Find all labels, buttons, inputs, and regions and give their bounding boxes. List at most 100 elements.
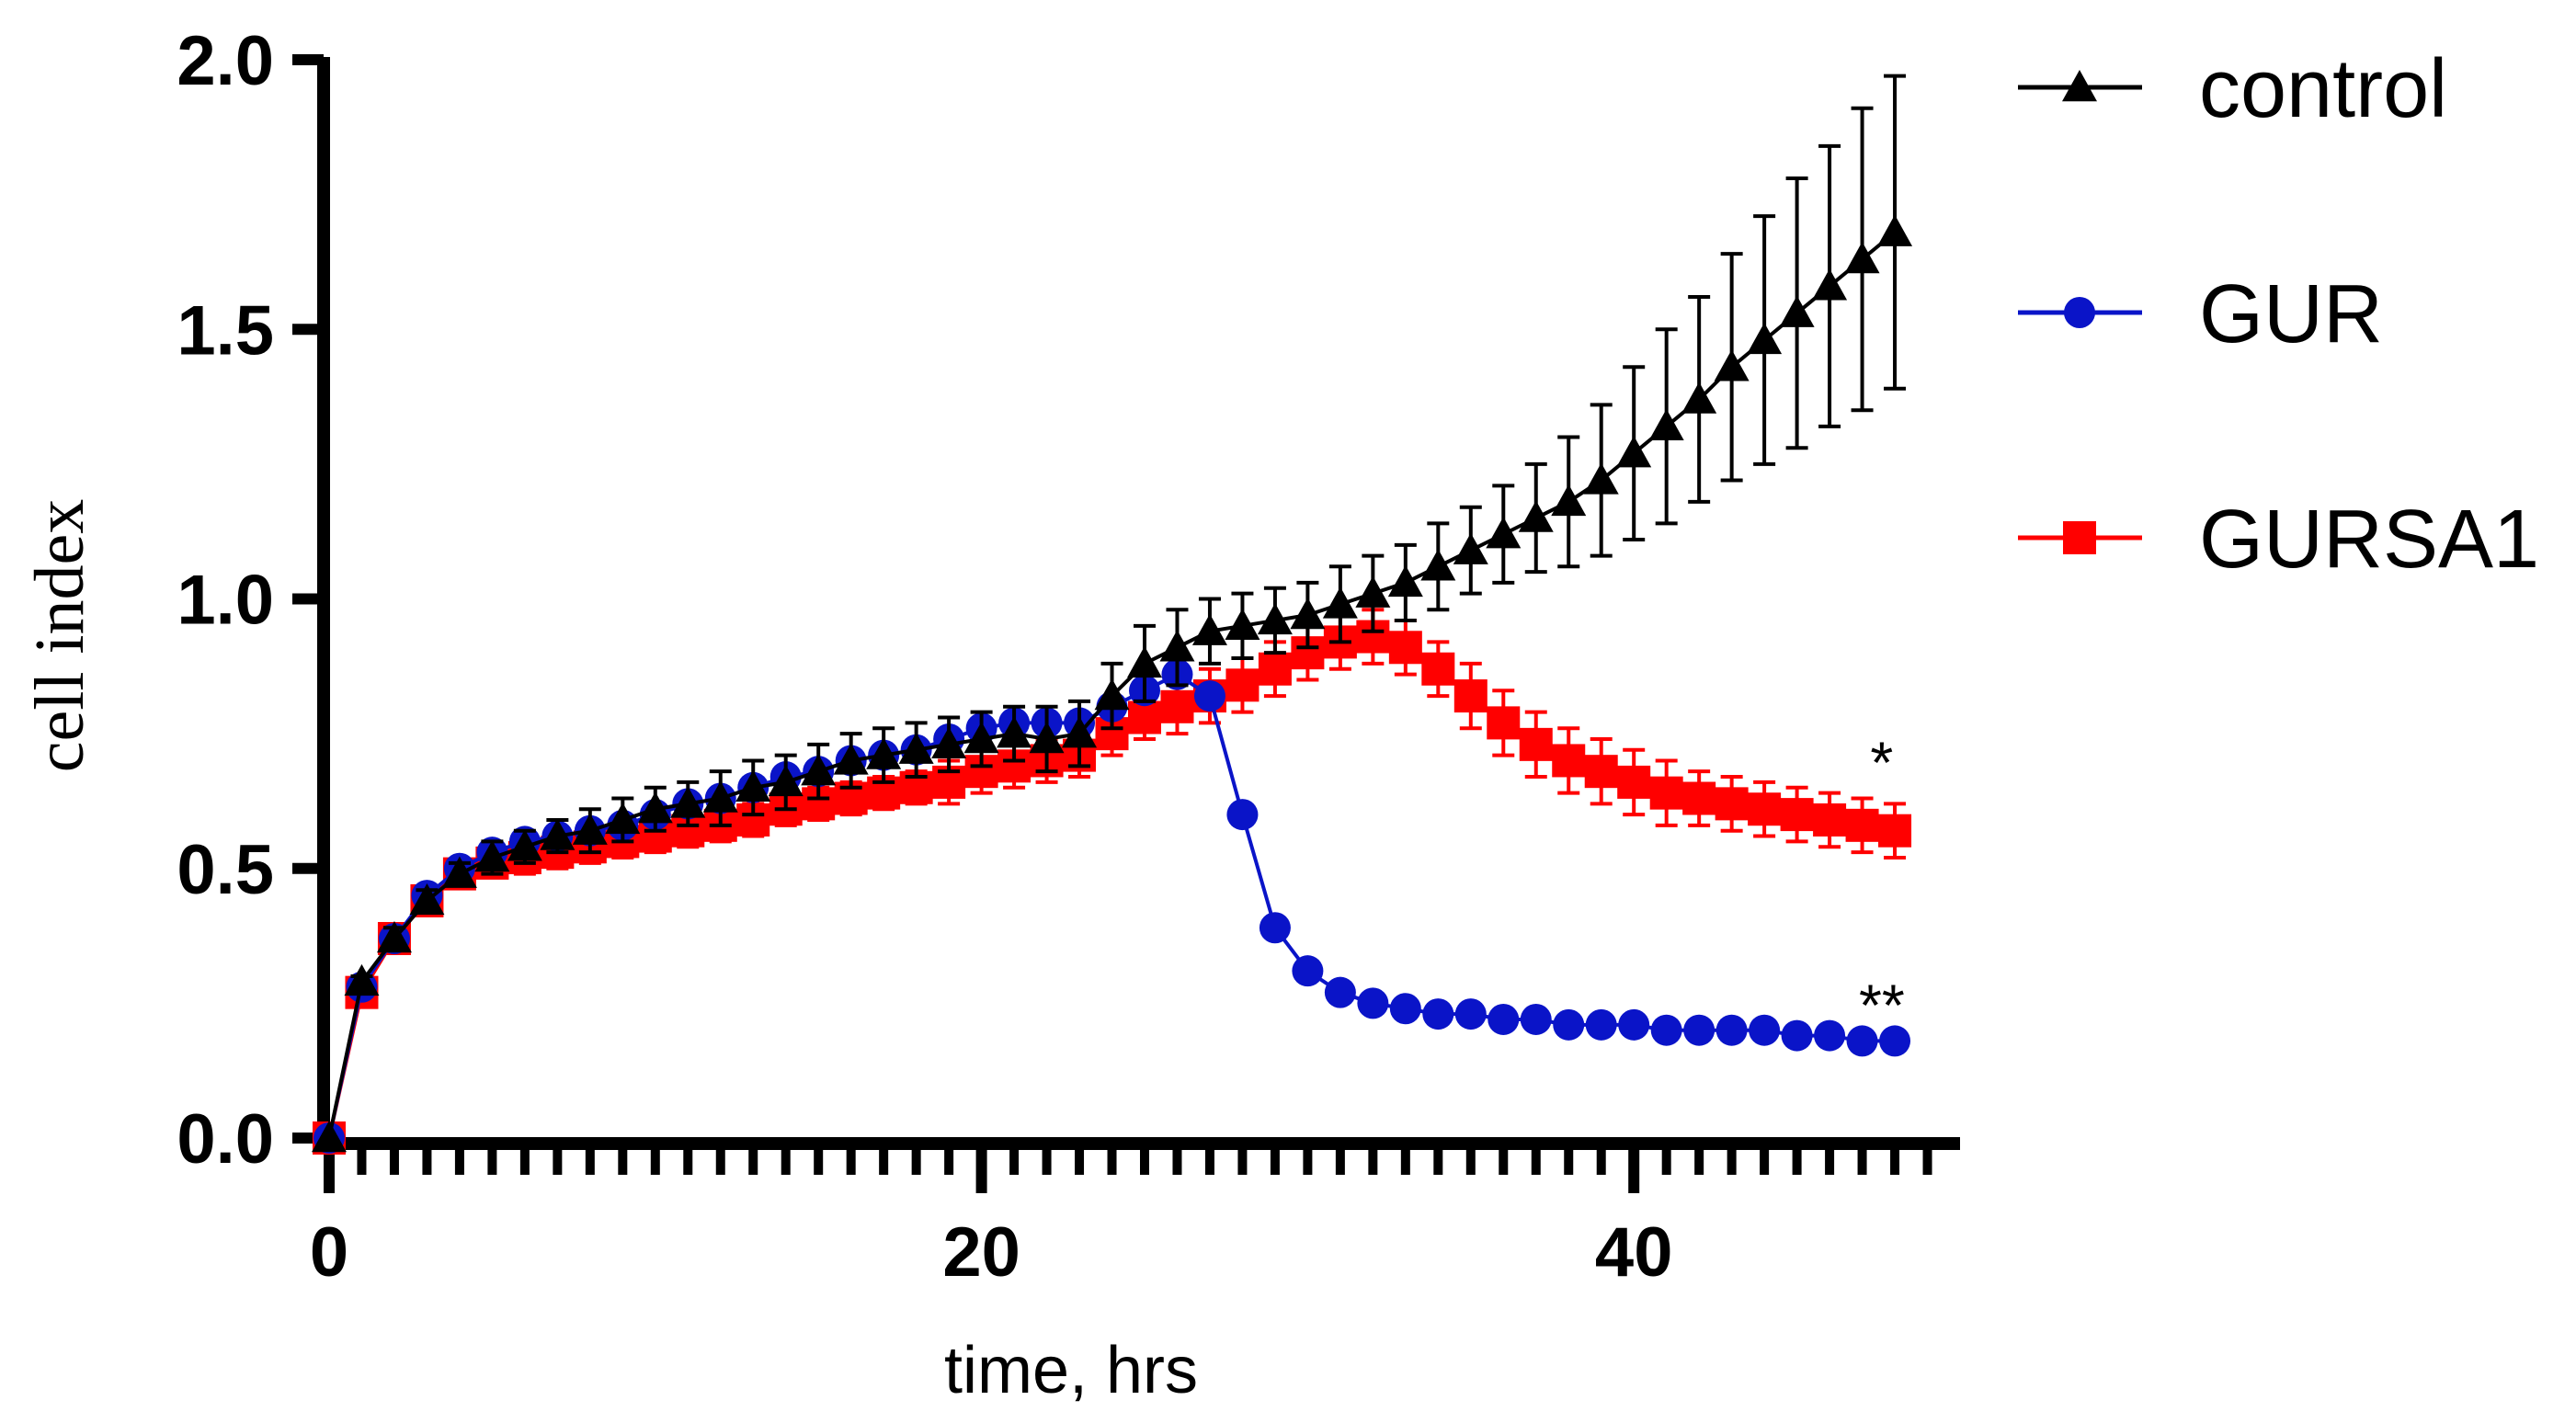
data-point	[1225, 668, 1260, 702]
data-point	[1584, 755, 1618, 789]
data-point	[1292, 955, 1324, 987]
data-point	[1682, 781, 1716, 815]
legend-marker	[2064, 297, 2095, 328]
data-point	[1648, 408, 1684, 441]
data-point	[1845, 808, 1879, 842]
data-point	[1650, 1014, 1682, 1046]
data-point	[1322, 586, 1358, 619]
data-point	[376, 920, 412, 953]
data-point	[997, 716, 1032, 748]
series-layer	[312, 74, 1913, 1155]
data-point	[1290, 598, 1326, 630]
data-point	[1551, 484, 1587, 517]
data-point	[735, 769, 771, 802]
data-point	[1159, 630, 1195, 662]
data-point	[1618, 1008, 1650, 1041]
data-point	[1715, 1014, 1748, 1046]
data-point	[1519, 727, 1553, 761]
data-point	[344, 963, 380, 996]
data-point	[670, 786, 706, 818]
data-point	[1844, 242, 1880, 274]
data-point	[637, 791, 673, 824]
data-point	[605, 802, 641, 835]
data-point	[507, 829, 542, 861]
data-point	[1127, 645, 1162, 678]
data-point	[1226, 799, 1259, 831]
legend-item-control: control	[2018, 43, 2447, 135]
data-point	[801, 754, 837, 786]
data-point	[1160, 689, 1194, 723]
data-point	[312, 1121, 347, 1153]
data-point	[1487, 1003, 1520, 1035]
significance-annotation: *	[1870, 730, 1893, 796]
data-point	[1616, 436, 1652, 468]
data-point	[963, 721, 999, 754]
data-point	[1453, 679, 1487, 713]
data-point	[1128, 700, 1161, 734]
data-point	[1094, 678, 1130, 711]
data-point	[1062, 716, 1098, 748]
data-point	[1259, 912, 1291, 944]
data-point	[1422, 998, 1454, 1030]
legend-marker	[2063, 521, 2096, 554]
data-point	[1812, 268, 1848, 301]
data-point	[1583, 462, 1619, 495]
legend-item-gursa1: GURSA1	[2018, 494, 2539, 586]
data-point	[1813, 803, 1847, 837]
legend-label: control	[2199, 43, 2447, 135]
data-point	[1258, 652, 1292, 686]
data-point	[833, 743, 869, 775]
data-point	[768, 764, 804, 797]
data-point	[1520, 1003, 1552, 1035]
legend-label: GUR	[2199, 268, 2383, 360]
data-point	[540, 818, 576, 850]
data-point	[1877, 214, 1913, 246]
data-point	[1357, 987, 1389, 1019]
y-axis-label: cell index	[21, 499, 98, 773]
data-point	[409, 882, 445, 916]
data-point	[898, 732, 934, 764]
data-point	[1387, 564, 1423, 598]
data-point	[1324, 976, 1356, 1008]
legend: control GUR GURSA1	[2018, 43, 2539, 586]
data-point	[1879, 1025, 1911, 1057]
data-point	[1780, 798, 1814, 832]
data-point	[1193, 680, 1225, 712]
y-tick-label: 1.5	[177, 291, 274, 370]
data-point	[1355, 575, 1391, 608]
legend-label: GURSA1	[2199, 494, 2539, 586]
data-point	[1585, 1008, 1617, 1041]
data-point	[1518, 500, 1554, 532]
data-point	[1029, 721, 1065, 754]
data-point	[1846, 1025, 1878, 1057]
data-point	[1388, 631, 1422, 665]
legend-item-gur: GUR	[2018, 268, 2383, 360]
data-point	[1389, 993, 1421, 1025]
data-point	[1454, 998, 1487, 1030]
data-point	[1421, 652, 1455, 686]
series-control	[312, 74, 1913, 1153]
data-point	[1225, 608, 1260, 641]
data-point	[474, 840, 510, 872]
data-point	[1649, 776, 1683, 810]
data-point	[1781, 1019, 1813, 1052]
data-point	[1553, 1008, 1585, 1041]
data-point	[1779, 295, 1815, 327]
y-tick-label: 0.5	[177, 831, 274, 909]
data-point	[866, 737, 902, 769]
data-point	[572, 813, 608, 845]
data-point	[1617, 765, 1651, 799]
y-tick-label: 0.0	[177, 1100, 274, 1178]
x-tick-label: 0	[310, 1213, 348, 1292]
data-point	[1714, 349, 1750, 381]
data-point	[1486, 517, 1522, 549]
data-point	[1748, 792, 1782, 826]
x-tick-label: 20	[942, 1213, 1020, 1292]
data-point	[1487, 706, 1521, 740]
data-point	[1681, 381, 1717, 414]
data-point	[1749, 1014, 1781, 1046]
y-tick-label: 2.0	[177, 22, 274, 100]
data-point	[441, 856, 477, 888]
data-point	[702, 780, 738, 813]
